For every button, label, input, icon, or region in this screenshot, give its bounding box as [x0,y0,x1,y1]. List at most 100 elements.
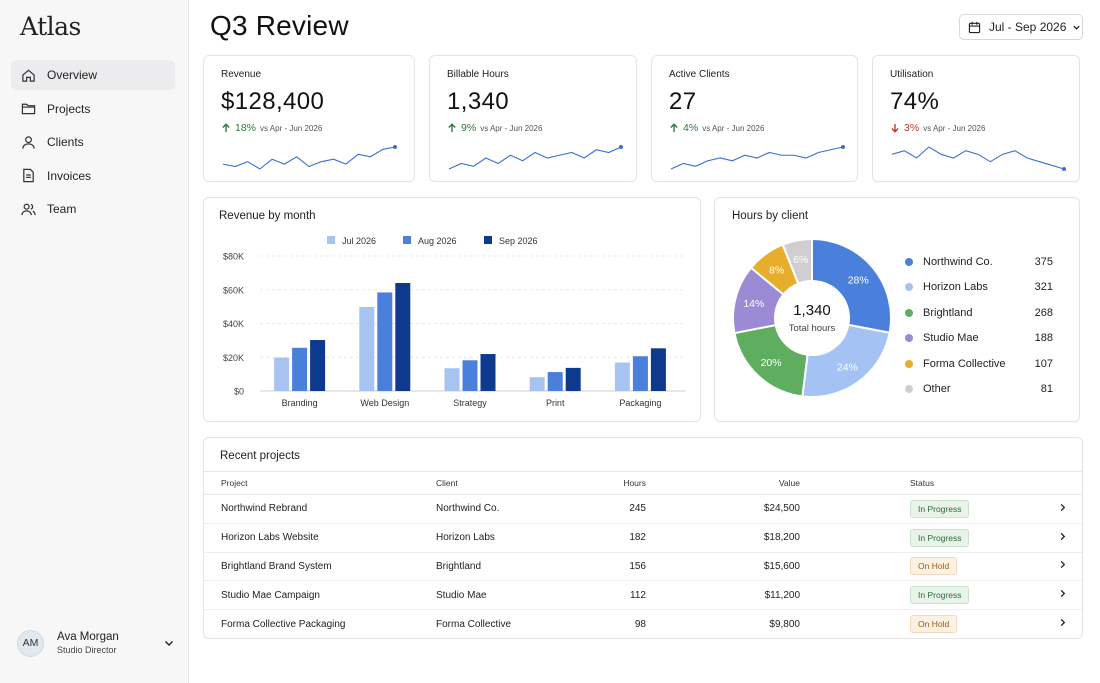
panel-title: Hours by client [732,210,809,222]
bar[interactable] [529,377,545,391]
kpi-delta: 9% vs Apr - Jun 2026 [447,122,542,134]
sparkline [448,145,623,170]
legend-label: Jul 2026 [342,236,376,246]
bar[interactable] [565,367,581,391]
slice-label: 28% [848,275,869,287]
column-header-status[interactable]: Status [800,471,1042,495]
sidebar-item-overview[interactable]: Overview [11,60,175,90]
x-tick-label: Packaging [619,398,661,408]
bar[interactable] [614,362,630,391]
sidebar-item-invoices[interactable]: Invoices [11,161,175,191]
chevron-right-icon[interactable] [1058,532,1067,541]
slice-label: 24% [837,361,858,373]
legend-item: Brightland 268 [905,300,1053,326]
sidebar-item-clients[interactable]: Clients [11,127,175,157]
donut-legend: Northwind Co. 375 Horizon Labs 321 Brightl… [905,249,1053,402]
chevron-right-icon[interactable] [1058,503,1067,512]
sidebar-item-projects[interactable]: Projects [11,94,175,124]
donut-center-label: Total hours [789,323,836,334]
client-name: Horizon Labs [436,523,586,553]
page-title: Q3 Review [210,10,349,41]
legend-dot [905,257,913,266]
chevron-down-icon[interactable] [163,637,175,649]
legend-item: Horizon Labs 321 [905,275,1053,301]
kpi-card-revenue[interactable]: Revenue $128,400 18% vs Apr - Jun 2026 [203,55,415,182]
kpi-label: Utilisation [890,69,934,80]
hours-value: 112 [586,580,646,611]
chevron-right-icon[interactable] [1058,560,1067,569]
column-header-project[interactable]: Project [204,471,436,495]
slice-label: 6% [793,254,808,266]
sparkline [222,145,397,170]
bar[interactable] [444,368,460,391]
legend-dot [905,385,913,394]
users-icon [21,203,36,215]
kpi-compare: vs Apr - Jun 2026 [260,123,323,133]
kpi-compare: vs Apr - Jun 2026 [923,123,986,133]
table-row[interactable]: Horizon Labs Website Horizon Labs 182 $1… [204,523,1082,553]
bar[interactable] [632,356,648,391]
sidebar-item-label: Overview [47,68,98,82]
table-row[interactable]: Northwind Rebrand Northwind Co. 245 $24,… [204,494,1082,524]
kpi-value: $128,400 [221,88,325,115]
kpi-card-billable-hours[interactable]: Billable Hours 1,340 9% vs Apr - Jun 202… [429,55,637,182]
date-range-picker[interactable]: Jul - Sep 2026 [959,14,1083,40]
revenue-by-month-panel: Revenue by month Jul 2026 Aug 2026 Sep 202… [203,197,701,422]
value-amount: $11,200 [646,580,800,611]
table-row[interactable]: Studio Mae Campaign Studio Mae 112 $11,2… [204,580,1082,611]
legend-swatch [403,236,411,244]
user-menu[interactable]: AM Ava Morgan Studio Director [17,628,175,658]
sidebar-nav: Overview Projects Clients Invoices Team [11,60,175,228]
chevron-right-icon[interactable] [1058,589,1067,598]
bar[interactable] [547,372,563,391]
column-header-value[interactable]: Value [646,471,800,495]
kpi-value: 1,340 [447,88,510,115]
sparkline-line [891,146,1065,170]
x-tick-label: Branding [282,398,318,408]
legend-label: Northwind Co. [923,255,993,268]
legend-label: Aug 2026 [418,236,457,246]
legend-value: 81 [1040,383,1053,396]
legend-label: Brightland [923,306,973,319]
app-logo[interactable]: Atlas [20,12,81,41]
bar[interactable] [462,360,478,391]
sparkline-end-point [393,145,397,149]
donut-slice[interactable] [801,323,891,398]
value-amount: $18,200 [646,523,800,553]
project-name: Forma Collective Packaging [221,618,346,630]
folder-icon [21,103,36,115]
kpi-card-active-clients[interactable]: Active Clients 27 4% vs Apr - Jun 2026 [651,55,858,182]
chevron-right-icon[interactable] [1058,618,1067,627]
projects-table: Project Client Hours Value Status Northw… [204,471,1082,638]
arrow-down-icon [891,124,899,133]
bar[interactable] [359,306,375,391]
revenue-bar-chart: Jul 2026 Aug 2026 Sep 2026 $0 $20K $40K $60K $8… [223,236,686,408]
donut-slice[interactable] [811,237,892,334]
column-header-client[interactable]: Client [436,471,586,495]
table-row[interactable]: Brightland Brand System Brightland 156 $… [204,552,1082,582]
hours-value: 98 [634,618,646,630]
project-name: Studio Mae Campaign [204,580,436,611]
bar[interactable] [377,292,393,391]
user-icon [22,135,35,149]
bar[interactable] [274,357,290,391]
legend-item: Forma Collective 107 [905,351,1053,377]
bar[interactable] [650,348,666,391]
bar[interactable] [480,354,496,391]
value-amount: $9,800 [769,618,800,630]
avatar: AM [17,629,44,657]
bar[interactable] [292,347,308,391]
donut-slice[interactable] [781,237,813,285]
user-name: Ava Morgan [57,631,119,643]
x-tick-label: Print [546,398,565,408]
bar[interactable] [395,283,411,391]
sidebar-item-team[interactable]: Team [11,194,175,224]
column-header-hours[interactable]: Hours [586,471,646,495]
client-name: Forma Collective [436,618,512,630]
table-row[interactable]: Forma Collective Packaging Forma Collect… [204,610,1082,639]
project-name: Brightland Brand System [204,552,436,582]
bar[interactable] [310,340,326,391]
kpi-card-utilisation[interactable]: Utilisation 74% 3% vs Apr - Jun 2026 [872,55,1080,182]
slice-label: 8% [769,265,784,277]
legend-value: 268 [1034,306,1053,319]
